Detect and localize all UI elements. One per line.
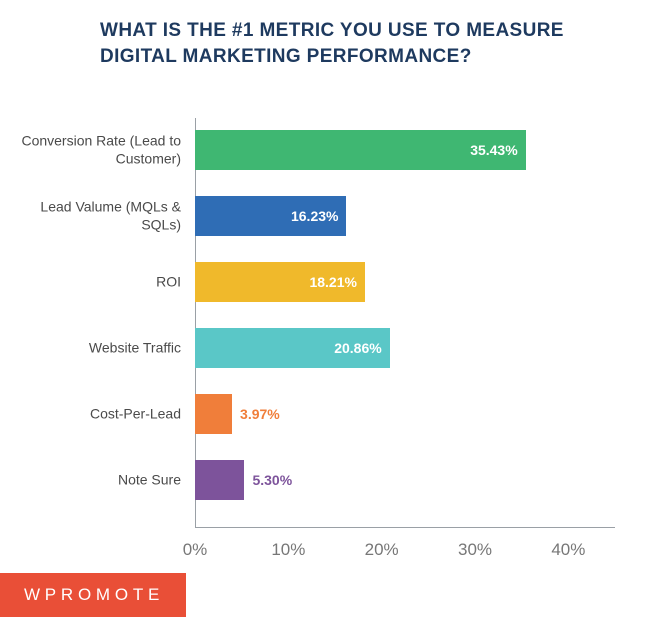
bar-category-label: Cost-Per-Lead [15, 405, 195, 423]
x-tick-label: 30% [458, 528, 492, 560]
bar-value-label: 18.21% [309, 274, 356, 290]
bar-row: Conversion Rate (Lead to Customer)35.43% [195, 130, 615, 170]
bar-category-label: Conversion Rate (Lead to Customer) [15, 133, 195, 168]
bar-value-label: 16.23% [291, 208, 338, 224]
bar-value-label: 20.86% [334, 340, 381, 356]
bar-value-label: 35.43% [470, 142, 517, 158]
brand-badge: WPROMOTE [0, 573, 186, 617]
bar [195, 460, 244, 500]
bar-row: Note Sure5.30% [195, 460, 615, 500]
bar [195, 394, 232, 434]
bar-category-label: Lead Valume (MQLs & SQLs) [15, 199, 195, 234]
bar-row: ROI18.21% [195, 262, 615, 302]
bar-category-label: Website Traffic [15, 339, 195, 357]
bar-value-label: 5.30% [252, 472, 292, 488]
x-tick-label: 20% [365, 528, 399, 560]
bar-row: Cost-Per-Lead3.97% [195, 394, 615, 434]
bar-category-label: Note Sure [15, 471, 195, 489]
bar-row: Website Traffic20.86% [195, 328, 615, 368]
bar-value-label: 3.97% [240, 406, 280, 422]
bar-category-label: ROI [15, 273, 195, 291]
bar-row: Lead Valume (MQLs & SQLs)16.23% [195, 196, 615, 236]
x-tick-label: 0% [183, 528, 208, 560]
x-tick-label: 10% [271, 528, 305, 560]
x-tick-label: 40% [551, 528, 585, 560]
chart-plot-area: 0%10%20%30%40%Conversion Rate (Lead to C… [195, 118, 615, 528]
chart-title: WHAT IS THE #1 METRIC YOU USE TO MEASURE… [100, 18, 570, 69]
